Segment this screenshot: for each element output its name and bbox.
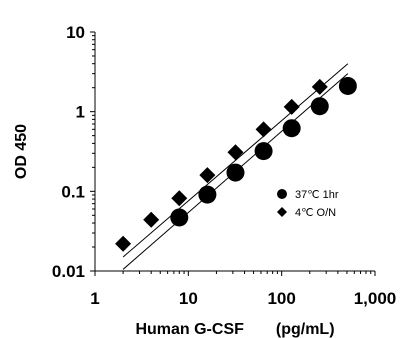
diamond-data-point <box>143 211 160 228</box>
x-tick-label: 10 <box>179 289 198 308</box>
x-tick-label: 100 <box>267 289 295 308</box>
diamond-data-point <box>227 144 244 161</box>
circle-data-point <box>254 142 273 161</box>
diamond-data-point <box>171 190 188 207</box>
legend-circle-marker <box>277 189 287 199</box>
y-axis-title: OD 450 <box>13 124 30 179</box>
diamond-data-point <box>255 121 272 138</box>
y-tick-label: 0.01 <box>52 262 85 281</box>
legend-diamond-marker <box>277 207 287 217</box>
circle-data-point <box>338 76 357 95</box>
circle-data-point <box>170 208 189 227</box>
circle-data-point <box>226 163 245 182</box>
diamond-data-point <box>115 235 132 252</box>
y-tick-label: 0.1 <box>61 182 85 201</box>
x-tick-label: 1 <box>90 289 99 308</box>
y-tick-label: 10 <box>66 23 85 42</box>
legend-label: 4℃ O/N <box>295 207 336 219</box>
legend-label: 37℃ 1hr <box>295 189 339 201</box>
circle-data-point <box>310 97 329 116</box>
diamond-data-point <box>199 167 216 184</box>
x-axis-title: Human G-CSF (pg/mL) <box>135 321 334 338</box>
circle-data-point <box>198 185 217 204</box>
y-tick-label: 1 <box>76 103 85 122</box>
diamond-data-point <box>311 78 328 95</box>
diamond-data-point <box>283 98 300 115</box>
x-tick-label: 1,000 <box>354 289 397 308</box>
circle-data-point <box>282 119 301 138</box>
fit-line-diamonds <box>122 63 349 258</box>
